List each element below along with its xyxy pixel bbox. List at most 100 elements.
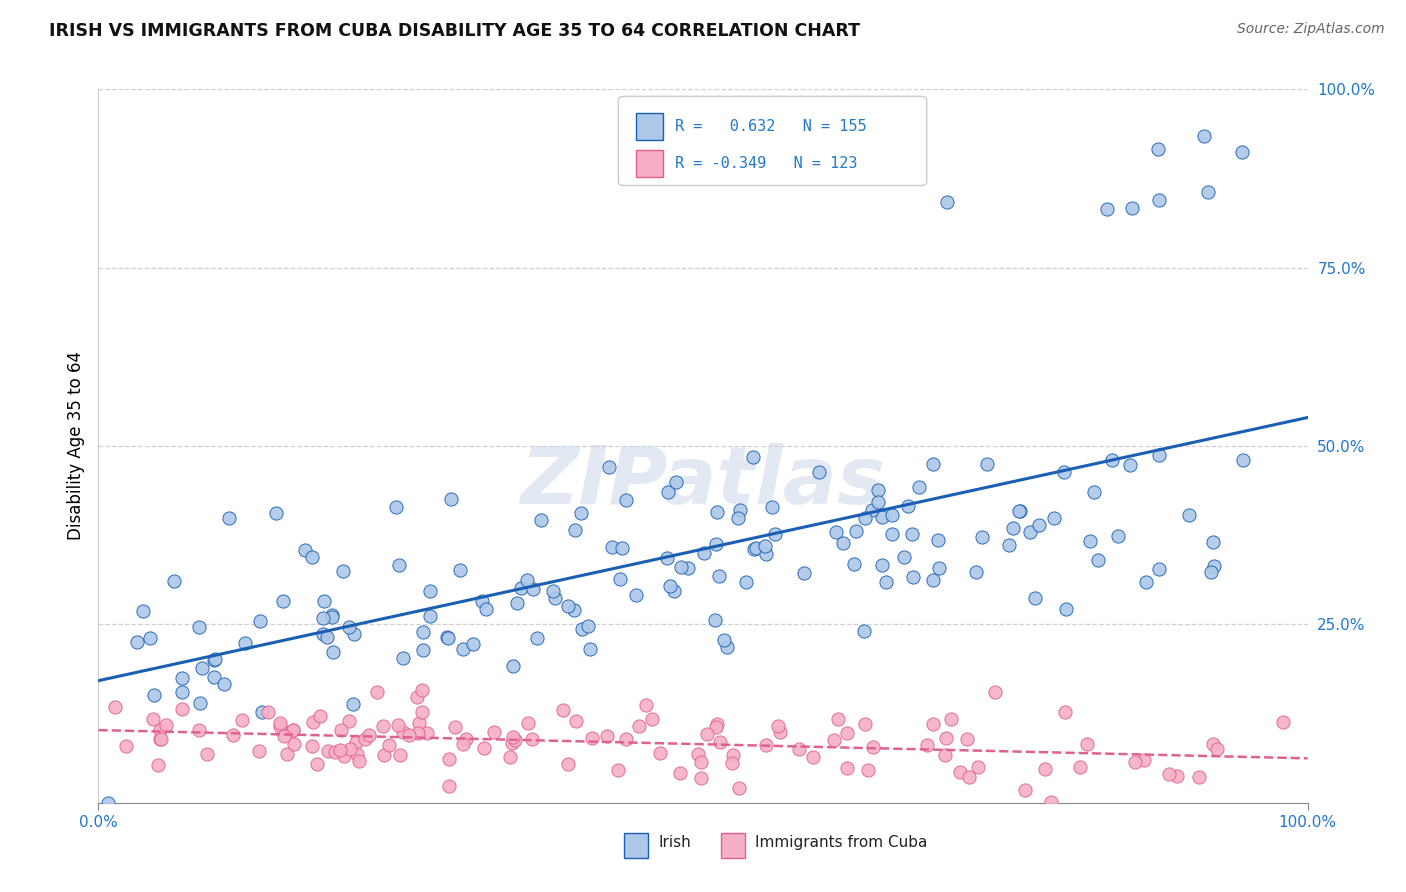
Point <box>412 643 434 657</box>
Point <box>934 748 956 763</box>
Point <box>882 526 904 541</box>
Point <box>641 712 664 726</box>
Point <box>668 766 690 780</box>
Point <box>1019 525 1042 540</box>
Point <box>693 546 716 560</box>
Point <box>1033 763 1056 777</box>
Point <box>922 573 945 587</box>
Point <box>957 770 980 784</box>
Text: Irish: Irish <box>658 835 690 849</box>
Point <box>271 594 294 608</box>
Text: R = -0.349   N = 123: R = -0.349 N = 123 <box>675 156 858 171</box>
Point <box>318 744 340 758</box>
Point <box>1087 553 1109 567</box>
Point <box>501 736 523 750</box>
Point <box>444 720 467 734</box>
Point <box>419 609 441 624</box>
Point <box>283 723 305 737</box>
Point <box>793 566 815 580</box>
Point <box>461 637 484 651</box>
Point <box>676 561 699 575</box>
Point <box>1083 485 1105 500</box>
Point <box>716 640 738 654</box>
Point <box>949 765 972 780</box>
Point <box>935 195 957 210</box>
Point <box>544 591 567 605</box>
Point <box>249 614 271 628</box>
Point <box>520 732 543 747</box>
Point <box>329 723 352 737</box>
Point <box>1133 753 1156 767</box>
Point <box>927 533 949 547</box>
Point <box>901 527 924 541</box>
Point <box>332 564 354 578</box>
Point <box>354 732 377 747</box>
Point <box>1147 142 1170 156</box>
Point <box>503 732 526 747</box>
Point <box>249 744 271 758</box>
Point <box>1271 714 1294 729</box>
Point <box>769 724 792 739</box>
Point <box>408 715 430 730</box>
Point <box>706 716 728 731</box>
Text: Source: ZipAtlas.com: Source: ZipAtlas.com <box>1237 22 1385 37</box>
Point <box>870 558 893 572</box>
Point <box>634 698 657 712</box>
Point <box>831 535 853 549</box>
Point <box>610 541 633 555</box>
Point <box>754 539 776 553</box>
Point <box>665 475 688 489</box>
Point <box>713 633 735 648</box>
Point <box>868 483 890 497</box>
Point <box>823 733 845 747</box>
Point <box>1232 453 1254 467</box>
Point <box>706 505 728 519</box>
Point <box>1053 705 1076 719</box>
Point <box>562 603 585 617</box>
Point <box>901 570 924 584</box>
Point <box>706 720 728 734</box>
Point <box>595 729 617 743</box>
FancyBboxPatch shape <box>637 151 664 178</box>
Point <box>388 558 411 573</box>
Point <box>922 716 945 731</box>
Point <box>188 620 211 634</box>
Point <box>972 531 994 545</box>
Point <box>606 764 628 778</box>
Point <box>371 719 394 733</box>
Point <box>212 677 235 691</box>
Point <box>1054 602 1077 616</box>
Point <box>727 781 749 796</box>
Point <box>312 594 335 608</box>
Point <box>411 705 433 719</box>
Point <box>333 749 356 764</box>
Point <box>571 622 593 636</box>
Point <box>565 714 588 729</box>
Point <box>170 671 193 685</box>
Point <box>564 523 586 537</box>
Point <box>1080 533 1102 548</box>
Point <box>398 728 420 742</box>
Y-axis label: Disability Age 35 to 64: Disability Age 35 to 64 <box>66 351 84 541</box>
Point <box>976 458 998 472</box>
Point <box>449 563 471 577</box>
Point <box>97 796 120 810</box>
Point <box>557 756 579 771</box>
Point <box>125 635 148 649</box>
Point <box>755 547 778 561</box>
Point <box>628 719 651 733</box>
Text: Immigrants from Cuba: Immigrants from Cuba <box>755 835 927 849</box>
Point <box>250 705 273 719</box>
Point <box>852 624 875 639</box>
Point <box>870 509 893 524</box>
Point <box>323 745 346 759</box>
Point <box>860 503 883 517</box>
Point <box>965 565 987 579</box>
Point <box>655 550 678 565</box>
Point <box>392 650 415 665</box>
Point <box>1002 521 1025 535</box>
Point <box>115 739 138 753</box>
Point <box>328 743 350 757</box>
FancyBboxPatch shape <box>624 833 648 858</box>
Point <box>1024 591 1046 605</box>
